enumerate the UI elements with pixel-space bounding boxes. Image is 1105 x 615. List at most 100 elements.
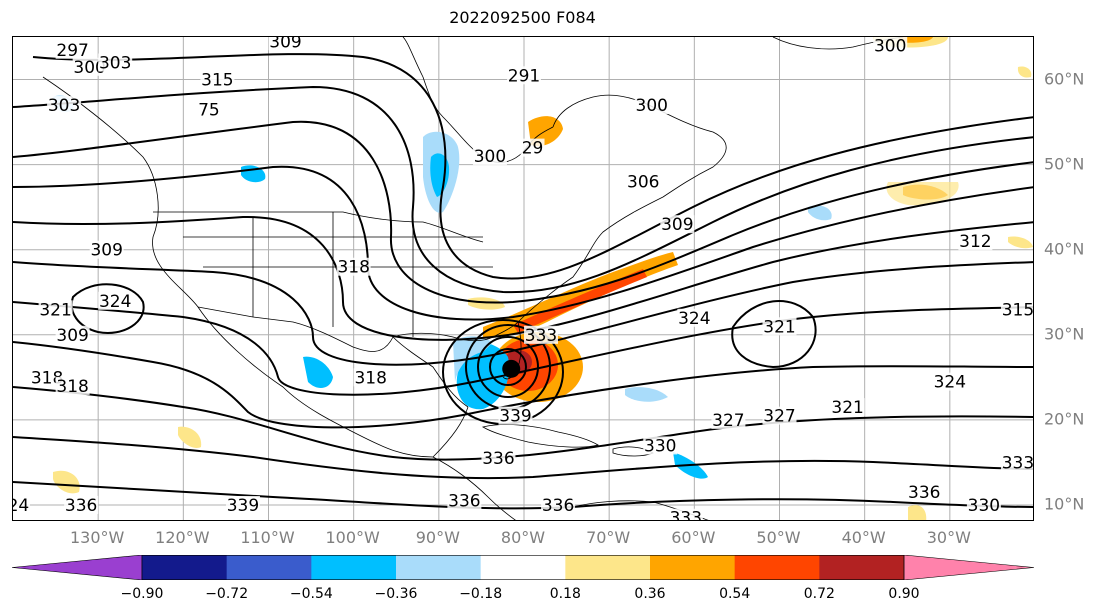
contour-label: 300 xyxy=(73,58,105,78)
contour-label: 339 xyxy=(499,407,531,427)
coastline-cuba xyxy=(481,424,600,448)
contour-label-bg xyxy=(38,300,73,319)
warm-anomaly-pacific-1 xyxy=(178,426,202,448)
contour-label: 327 xyxy=(712,411,744,431)
contour-label-bg xyxy=(268,37,303,51)
contour-label: 336 xyxy=(908,483,940,503)
longitude-label: 90°W xyxy=(415,528,460,547)
contour-line xyxy=(13,386,1033,461)
latitude-label: 30°N xyxy=(1044,324,1085,344)
coastline-east xyxy=(517,94,727,323)
contour-label-bg xyxy=(873,37,908,55)
contour-line xyxy=(13,85,1033,294)
warm-anomaly-1016 xyxy=(1017,66,1032,78)
contour-label: 336 xyxy=(448,492,480,512)
contour-label: 315 xyxy=(201,71,233,91)
longitude-label: 130°W xyxy=(69,528,125,547)
contour-line xyxy=(13,301,1033,396)
contour-label: 321 xyxy=(763,317,795,337)
contour-label-bg xyxy=(711,410,746,429)
contour-label: 318 xyxy=(31,368,63,388)
contour-label-bg xyxy=(541,495,576,514)
colorbar-tick-label: 0.72 xyxy=(803,586,835,602)
colorbar-extend-max xyxy=(903,555,1034,580)
contour-label-bg xyxy=(98,53,133,72)
border-us-canada xyxy=(153,211,484,243)
contour-label-bg xyxy=(200,70,235,89)
contour-label-bg xyxy=(1000,300,1033,319)
contour-label-bg xyxy=(196,100,221,119)
contour-label: 309 xyxy=(90,241,122,261)
contour-label: 321 xyxy=(39,300,71,320)
longitude-label: 50°W xyxy=(756,528,801,547)
contour-label: 29 xyxy=(522,139,544,159)
contour-label: 312 xyxy=(959,232,991,252)
contour-label-bg xyxy=(353,368,388,387)
cold-anomaly-atlantic-1 xyxy=(625,387,668,402)
contour-label-bg xyxy=(830,398,865,417)
theta-contours xyxy=(13,53,1033,510)
coastline-west xyxy=(42,76,469,458)
contour-line xyxy=(13,341,1033,429)
contour-label-bg xyxy=(634,96,669,115)
contour-label: 333 xyxy=(670,509,702,521)
contour-label-bg xyxy=(958,232,993,251)
warm-anomaly-atlantic-light xyxy=(886,182,959,206)
colorbar-tick-label: 0.36 xyxy=(634,586,666,602)
colorbar-segment xyxy=(650,555,736,580)
colorbar-tick-label: −0.54 xyxy=(289,586,333,602)
storm-contour xyxy=(477,336,539,398)
contour-label: 318 xyxy=(56,377,88,397)
contour-label: 324 xyxy=(934,373,966,393)
contour-label: 315 xyxy=(1002,300,1034,320)
contour-label-bg xyxy=(520,138,545,157)
latitude-label: 50°N xyxy=(1044,154,1085,174)
contour-label-bg xyxy=(643,436,678,455)
cold-anomaly-atlantic-2 xyxy=(808,205,832,221)
map-title: 2022092500 F084 xyxy=(449,8,596,27)
storm-contour xyxy=(489,348,527,386)
contour-label-bg xyxy=(98,291,133,310)
contour-label: 291 xyxy=(508,66,540,86)
contour-label-bg xyxy=(13,495,30,514)
contour-label-bg xyxy=(447,491,482,510)
cold-anomaly-storm-west-light xyxy=(453,336,493,382)
contour-label-bg xyxy=(626,172,661,191)
contour-label: 300 xyxy=(874,37,906,57)
map-plot-area: 297 300 303 309 300 315 303 75 291 300 29 300 306 309… xyxy=(12,36,1034,521)
contour-label-bg xyxy=(660,215,695,234)
contour-label-bg xyxy=(47,96,82,115)
contour-label-bg xyxy=(966,495,1001,514)
colorbar-segment xyxy=(142,555,228,580)
latitude-label: 60°N xyxy=(1044,69,1085,89)
contour-line xyxy=(70,283,145,334)
contour-label-bg xyxy=(762,406,797,425)
contour-line xyxy=(13,165,1033,321)
colorbar-tick-label: −0.72 xyxy=(205,586,249,602)
contour-label-bg xyxy=(677,308,712,327)
contour-label-bg xyxy=(55,325,90,344)
colorbar-tick-label: 0.18 xyxy=(549,586,581,602)
contour-label: 303 xyxy=(99,54,131,74)
contour-line xyxy=(32,53,1033,280)
contour-label-bg xyxy=(336,257,371,276)
contour-label-bg xyxy=(72,57,107,76)
longitude-label: 30°W xyxy=(926,528,971,547)
contour-label: 330 xyxy=(644,436,676,456)
cold-anomaly-hudson-core xyxy=(430,153,450,197)
contour-label: 321 xyxy=(831,398,863,418)
contour-label: 324 xyxy=(678,309,710,329)
contour-label: 303 xyxy=(48,96,80,116)
contour-label: 336 xyxy=(482,449,514,469)
contour-label-bg xyxy=(524,325,559,344)
contour-label-bg xyxy=(89,240,124,259)
contour-label: 297 xyxy=(56,41,88,61)
contour-line xyxy=(731,300,817,369)
colorbar-segment xyxy=(396,555,482,580)
contour-label: 330 xyxy=(968,496,1000,516)
contour-label: 324 xyxy=(99,292,131,312)
contour-label: 309 xyxy=(269,37,301,52)
latitude-label: 20°N xyxy=(1044,409,1085,429)
coastline-central-america xyxy=(432,456,516,520)
